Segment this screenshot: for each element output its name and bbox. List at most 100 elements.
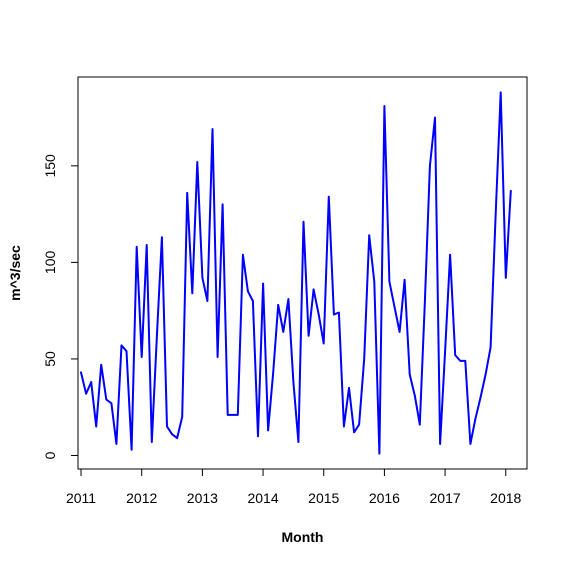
data-point [348, 387, 350, 389]
data-point [247, 290, 249, 293]
data-point [226, 414, 229, 416]
x-axis-label: Month [282, 529, 324, 545]
data-point [454, 354, 457, 356]
x-tick-label: 2014 [247, 490, 278, 506]
data-point [378, 452, 381, 455]
x-tick-label: 2017 [430, 490, 461, 506]
data-point [252, 300, 254, 302]
data-point [120, 344, 123, 347]
data-point [459, 360, 462, 362]
data-point [499, 91, 502, 94]
data-point [267, 429, 269, 432]
data-point [464, 360, 467, 362]
data-point [292, 381, 295, 383]
data-point [479, 396, 482, 399]
data-point [388, 280, 391, 283]
data-point [322, 342, 325, 345]
data-point [100, 363, 102, 366]
data-point [176, 437, 178, 439]
data-point [80, 371, 82, 374]
data-point [287, 298, 290, 300]
y-tick-label: 50 [42, 351, 58, 367]
data-point [257, 435, 259, 438]
data-point [201, 277, 204, 279]
data-point [211, 128, 214, 130]
data-point [414, 394, 416, 397]
data-point [353, 431, 355, 434]
data-point [494, 215, 497, 217]
y-axis: 0 50 100 150 [42, 154, 78, 459]
plot-frame [77, 76, 528, 470]
data-point [191, 292, 194, 295]
data-point [110, 402, 113, 405]
data-point [368, 234, 371, 237]
y-tick-label: 150 [42, 154, 58, 178]
data-point [297, 441, 300, 443]
data-point [95, 425, 97, 428]
data-point [358, 423, 360, 426]
data-point [338, 311, 340, 314]
data-point [312, 288, 315, 291]
data-point [161, 236, 163, 239]
data-point [302, 221, 305, 223]
data-point [393, 306, 396, 308]
data-point [363, 358, 366, 360]
data-point [424, 300, 426, 302]
series-line [80, 91, 512, 455]
data-point [242, 253, 244, 256]
data-point [429, 165, 431, 167]
data-point [156, 335, 158, 337]
x-tick-label: 2016 [369, 490, 400, 506]
data-point [105, 398, 108, 401]
data-point [383, 105, 386, 107]
x-tick-label: 2012 [126, 490, 157, 506]
data-point [505, 277, 507, 279]
data-point [282, 331, 285, 333]
data-point [449, 253, 451, 256]
data-point [474, 418, 477, 420]
data-point [469, 443, 472, 445]
data-point [166, 425, 168, 428]
x-tick-label: 2013 [187, 490, 218, 506]
data-point [484, 373, 487, 376]
data-point [343, 425, 345, 428]
data-point [439, 443, 441, 445]
series-layer [80, 91, 512, 455]
data-point [398, 331, 401, 333]
data-point [115, 443, 118, 445]
data-point [140, 356, 143, 358]
data-point [85, 392, 87, 395]
data-point [272, 371, 275, 374]
data-point [277, 304, 280, 306]
data-point [434, 116, 436, 119]
data-point [231, 414, 234, 416]
data-point [510, 190, 512, 192]
x-tick-label: 2018 [490, 490, 521, 506]
data-point [317, 313, 320, 316]
data-point [444, 350, 446, 353]
x-tick-label: 2011 [66, 490, 96, 506]
data-point [181, 416, 183, 418]
data-point [221, 203, 224, 206]
data-point [90, 381, 92, 383]
data-point [373, 280, 376, 283]
y-axis-label: m^3/sec [7, 245, 23, 301]
data-point [403, 279, 406, 281]
y-tick-label: 100 [42, 250, 58, 274]
data-point [489, 346, 492, 349]
data-point [186, 192, 188, 194]
y-tick-label: 0 [42, 451, 58, 459]
data-point [237, 414, 239, 416]
data-point [125, 350, 128, 353]
data-point [216, 356, 219, 358]
data-point [171, 433, 173, 436]
data-point [262, 282, 264, 285]
x-axis: 2011 2012 2013 2014 2015 2016 2017 2018 [66, 469, 522, 506]
data-point [206, 300, 209, 302]
data-point [135, 246, 138, 248]
data-point [145, 244, 148, 246]
data-point [196, 161, 199, 163]
x-tick-label: 2015 [308, 490, 339, 506]
